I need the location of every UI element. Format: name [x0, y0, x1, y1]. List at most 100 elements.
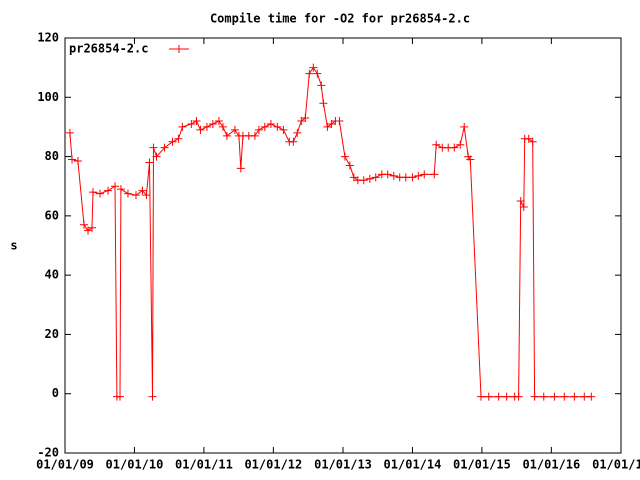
point-marker	[587, 392, 596, 401]
y-tick-label: 40	[45, 268, 59, 282]
point-marker	[460, 122, 469, 131]
point-marker	[514, 392, 523, 401]
x-tick-label: 01/01/13	[314, 458, 372, 472]
y-tick-label: 20	[45, 327, 59, 341]
point-marker	[218, 122, 227, 131]
series-line	[69, 66, 592, 398]
point-marker	[88, 223, 97, 232]
point-marker	[313, 69, 322, 78]
point-marker	[389, 171, 398, 180]
point-marker	[550, 392, 559, 401]
point-marker	[149, 143, 158, 152]
point-marker	[580, 392, 589, 401]
point-marker	[301, 114, 310, 123]
x-tick-label: 01/01/16	[522, 458, 580, 472]
point-marker	[408, 173, 417, 182]
point-marker	[530, 392, 539, 401]
point-marker	[88, 188, 97, 197]
point-marker	[145, 158, 154, 167]
x-tick-label: 01/01/10	[106, 458, 164, 472]
point-marker	[260, 122, 269, 131]
point-marker	[335, 117, 344, 125]
point-marker	[502, 392, 511, 401]
point-marker	[168, 137, 177, 146]
point-marker	[80, 220, 89, 229]
point-marker	[208, 119, 217, 128]
point-marker	[187, 119, 196, 128]
x-tick-label: 01/01/15	[453, 458, 511, 472]
y-tick-label: 60	[45, 208, 59, 222]
point-marker	[138, 186, 147, 195]
point-marker	[414, 171, 423, 180]
point-marker	[196, 125, 205, 134]
point-marker	[68, 155, 77, 164]
point-marker	[305, 69, 314, 78]
point-marker	[317, 81, 326, 90]
point-marker	[96, 189, 105, 198]
point-marker	[192, 117, 201, 125]
legend-label: pr26854-2.c	[69, 42, 148, 56]
point-marker	[104, 186, 113, 195]
point-marker	[309, 63, 318, 72]
x-tick-label: 01/01/11	[175, 458, 233, 472]
point-marker	[230, 125, 239, 134]
point-marker	[202, 122, 211, 131]
point-marker	[383, 170, 392, 179]
point-marker	[289, 137, 298, 146]
point-marker	[539, 392, 548, 401]
point-marker	[466, 155, 475, 164]
x-tick-label: 01/01/12	[244, 458, 302, 472]
point-marker	[160, 143, 169, 152]
point-marker	[111, 182, 120, 191]
point-marker	[65, 128, 74, 137]
x-tick-label: 01/01/17	[592, 458, 640, 472]
point-marker	[359, 176, 368, 185]
point-marker	[250, 131, 259, 140]
point-marker	[115, 392, 124, 401]
y-tick-label: -20	[37, 446, 59, 460]
point-marker	[345, 161, 354, 170]
point-marker	[236, 164, 245, 173]
point-marker	[174, 134, 183, 143]
y-tick-label: 80	[45, 149, 59, 163]
point-marker	[273, 122, 282, 131]
point-marker	[214, 117, 223, 125]
point-marker	[519, 202, 528, 211]
legend-marker	[175, 45, 183, 53]
plot-frame	[64, 37, 622, 454]
point-marker	[430, 170, 439, 179]
point-marker	[484, 392, 493, 401]
point-marker	[293, 128, 302, 137]
point-marker	[116, 185, 125, 194]
point-marker	[450, 143, 459, 152]
y-axis-label: s	[10, 239, 17, 253]
y-tick-label: 120	[37, 31, 59, 45]
point-marker	[178, 122, 187, 131]
point-marker	[560, 392, 569, 401]
point-marker	[319, 99, 328, 108]
point-marker	[148, 392, 157, 401]
point-marker	[73, 157, 82, 166]
point-marker	[516, 197, 525, 206]
point-marker	[365, 174, 374, 183]
point-marker	[340, 152, 349, 161]
chart-title: Compile time for -O2 for pr26854-2.c	[210, 12, 470, 26]
y-tick-label: 100	[37, 90, 59, 104]
point-marker	[456, 140, 465, 149]
point-marker	[142, 191, 151, 200]
point-marker	[279, 125, 288, 134]
point-marker	[528, 137, 537, 146]
point-marker	[123, 189, 132, 198]
y-tick-label: 0	[52, 386, 59, 400]
point-marker	[494, 392, 503, 401]
point-marker	[570, 392, 579, 401]
point-marker	[420, 170, 429, 179]
point-marker	[222, 131, 231, 140]
x-tick-label: 01/01/09	[36, 458, 94, 472]
point-marker	[152, 152, 161, 161]
point-marker	[266, 119, 275, 128]
point-marker	[476, 392, 485, 401]
point-marker	[432, 140, 441, 149]
point-marker	[254, 125, 263, 134]
